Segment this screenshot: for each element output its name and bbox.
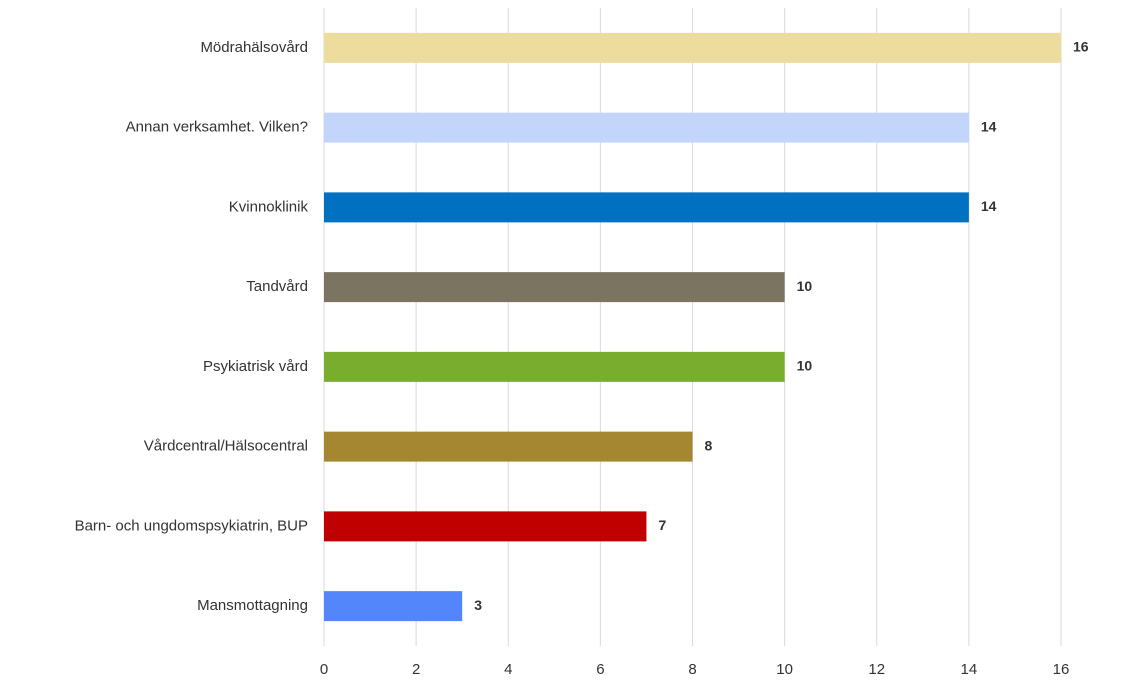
y-tick-label: Tandvård [246,278,308,295]
x-tick-label: 6 [596,661,604,678]
value-label: 3 [474,597,482,613]
value-label: 7 [658,517,666,533]
bar [324,351,785,382]
y-tick-label: Vårdcentral/Hälsocentral [144,438,308,455]
value-label: 16 [1073,39,1089,55]
x-tick-label: 8 [688,661,696,678]
bar [324,431,693,462]
value-label: 8 [705,437,713,453]
bar [324,272,785,303]
bar [324,591,463,622]
bar [324,32,1061,63]
x-tick-label: 10 [776,661,793,678]
x-tick-label: 4 [504,661,512,678]
bar [324,112,969,143]
y-tick-label: Mansmottagning [197,597,308,614]
y-tick-label: Annan verksamhet. Vilken? [126,119,308,136]
value-label: 10 [797,358,813,374]
value-label: 14 [981,198,997,214]
y-tick-label: Kvinnoklinik [229,198,309,215]
bar [324,192,969,223]
x-tick-label: 12 [868,661,885,678]
x-tick-label: 14 [961,661,978,678]
y-tick-label: Barn- och ungdomspsykiatrin, BUP [75,517,308,534]
bar [324,511,647,542]
x-tick-label: 16 [1053,661,1070,678]
x-tick-label: 0 [320,661,328,678]
value-label: 10 [797,278,813,294]
x-tick-label: 2 [412,661,420,678]
y-tick-label: Psykiatrisk vård [203,358,308,375]
y-tick-label: Mödrahälsovård [200,39,308,56]
value-label: 14 [981,118,997,134]
